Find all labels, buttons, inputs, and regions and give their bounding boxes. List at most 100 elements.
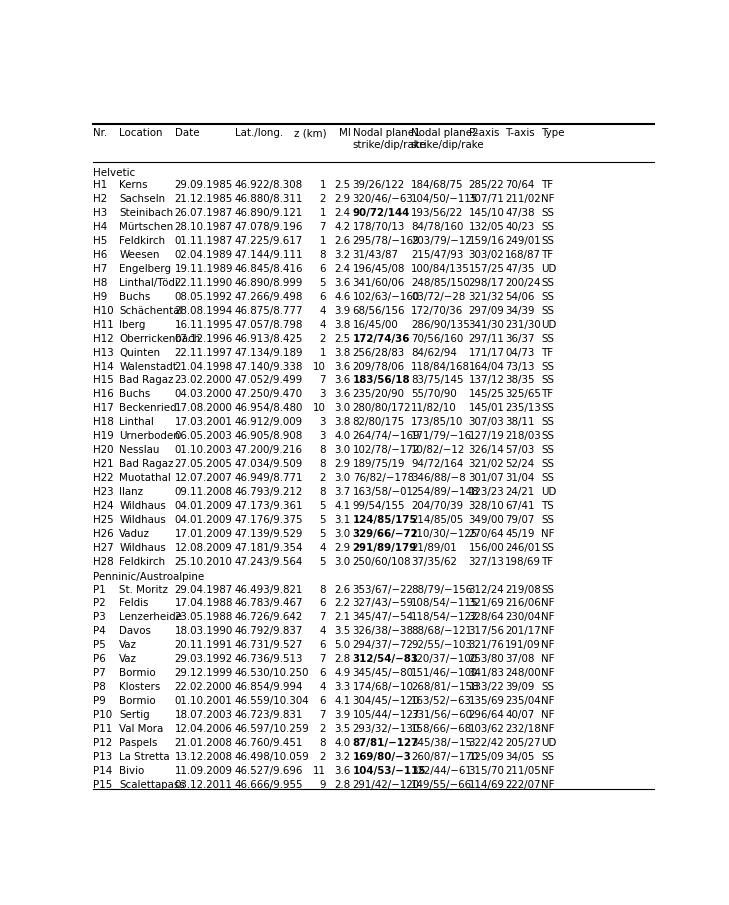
Text: 46.726/9.642: 46.726/9.642 [235, 613, 303, 623]
Text: 3.8: 3.8 [334, 417, 351, 427]
Text: 21.04.1998: 21.04.1998 [175, 362, 233, 372]
Text: 189/75/19: 189/75/19 [353, 459, 405, 469]
Text: 22.11.1997: 22.11.1997 [175, 348, 233, 357]
Text: 12.04.2006: 12.04.2006 [175, 724, 233, 734]
Text: 2.5: 2.5 [335, 334, 351, 344]
Text: 40/23: 40/23 [505, 223, 534, 233]
Text: 102/78/−172: 102/78/−172 [353, 445, 420, 455]
Text: La Stretta: La Stretta [120, 752, 170, 762]
Text: NF: NF [542, 626, 555, 636]
Text: SS: SS [542, 585, 555, 595]
Text: 03/72/−28: 03/72/−28 [411, 292, 465, 302]
Text: 329/66/−72: 329/66/−72 [353, 529, 418, 538]
Text: H13: H13 [93, 348, 114, 357]
Text: 325/65: 325/65 [505, 389, 541, 399]
Text: 46.597/10.259: 46.597/10.259 [235, 724, 309, 734]
Text: 2: 2 [320, 195, 326, 205]
Text: 79/07: 79/07 [505, 515, 534, 525]
Text: 46.723/9.831: 46.723/9.831 [235, 710, 303, 720]
Text: 4: 4 [319, 306, 326, 316]
Text: SS: SS [542, 459, 555, 469]
Text: 235/20/90: 235/20/90 [353, 389, 405, 399]
Text: 345/38/−15: 345/38/−15 [411, 738, 472, 748]
Text: Sachseln: Sachseln [120, 195, 165, 205]
Text: 353/67/−22: 353/67/−22 [353, 585, 413, 595]
Text: Walenstadt: Walenstadt [120, 362, 177, 372]
Text: 172/74/36: 172/74/36 [353, 334, 410, 344]
Text: 286/90/135: 286/90/135 [411, 319, 469, 329]
Text: SS: SS [542, 432, 555, 442]
Text: 3.1: 3.1 [334, 515, 351, 525]
Text: UD: UD [542, 264, 557, 274]
Text: 3: 3 [319, 389, 326, 399]
Text: 304/45/−120: 304/45/−120 [353, 696, 420, 706]
Text: 2.6: 2.6 [335, 585, 351, 595]
Text: 321/76: 321/76 [469, 641, 504, 651]
Text: 84/62/94: 84/62/94 [411, 348, 457, 357]
Text: 137/12: 137/12 [469, 376, 504, 386]
Text: SS: SS [542, 236, 555, 246]
Text: 209/78/06: 209/78/06 [353, 362, 405, 372]
Text: 145/10: 145/10 [469, 208, 504, 218]
Text: P4: P4 [93, 626, 106, 636]
Text: 01.10.2003: 01.10.2003 [175, 445, 233, 455]
Text: 28.08.1994: 28.08.1994 [175, 306, 233, 316]
Text: 270/64: 270/64 [469, 529, 504, 538]
Text: 46.949/8.771: 46.949/8.771 [235, 473, 303, 483]
Text: 7: 7 [319, 654, 326, 664]
Text: Helvetic: Helvetic [93, 167, 136, 177]
Text: 231/30: 231/30 [505, 319, 541, 329]
Text: 6: 6 [319, 641, 326, 651]
Text: 5: 5 [319, 529, 326, 538]
Text: Schächental: Schächental [120, 306, 183, 316]
Text: 2: 2 [320, 724, 326, 734]
Text: Lat./long.: Lat./long. [235, 129, 283, 138]
Text: 211/05: 211/05 [505, 766, 541, 776]
Text: 293/32/−130: 293/32/−130 [353, 724, 420, 734]
Text: 294/37/−72: 294/37/−72 [353, 641, 413, 651]
Text: 260/87/−170: 260/87/−170 [411, 752, 478, 762]
Text: H16: H16 [93, 389, 114, 399]
Text: 203/79/−12: 203/79/−12 [411, 236, 472, 246]
Text: 36/37: 36/37 [505, 334, 535, 344]
Text: 100/84/135: 100/84/135 [411, 264, 469, 274]
Text: 3.0: 3.0 [335, 473, 351, 483]
Text: 17.01.2009: 17.01.2009 [175, 529, 233, 538]
Text: Quinten: Quinten [120, 348, 160, 357]
Text: 8: 8 [319, 459, 326, 469]
Text: 235/13: 235/13 [505, 404, 541, 414]
Text: 204/70/39: 204/70/39 [411, 501, 463, 511]
Text: H2: H2 [93, 195, 107, 205]
Text: 3.6: 3.6 [334, 278, 351, 288]
Text: NF: NF [542, 613, 555, 623]
Text: 158/66/−68: 158/66/−68 [411, 724, 472, 734]
Text: 34/39: 34/39 [505, 306, 535, 316]
Text: 326/14: 326/14 [469, 445, 504, 455]
Text: 39/26/122: 39/26/122 [353, 180, 405, 190]
Text: 264/74/−169: 264/74/−169 [353, 432, 420, 442]
Text: P2: P2 [93, 598, 106, 608]
Text: 103/62: 103/62 [469, 724, 504, 734]
Text: 34/05: 34/05 [505, 752, 534, 762]
Text: 46.559/10.304: 46.559/10.304 [235, 696, 309, 706]
Text: 169/80/−3: 169/80/−3 [353, 752, 412, 762]
Text: 3.0: 3.0 [335, 529, 351, 538]
Text: TF: TF [542, 557, 553, 567]
Text: 157/25: 157/25 [469, 264, 504, 274]
Text: Wildhaus: Wildhaus [120, 543, 166, 553]
Text: 2: 2 [320, 752, 326, 762]
Text: P14: P14 [93, 766, 113, 776]
Text: 25.10.2010: 25.10.2010 [175, 557, 233, 567]
Text: z (km): z (km) [294, 129, 326, 138]
Text: 235/04: 235/04 [505, 696, 541, 706]
Text: TF: TF [542, 180, 553, 190]
Text: 232/18: 232/18 [505, 724, 541, 734]
Text: 2.9: 2.9 [335, 459, 351, 469]
Text: 327/43/−59: 327/43/−59 [353, 598, 414, 608]
Text: 312/54/−83: 312/54/−83 [353, 654, 418, 664]
Text: 171/17: 171/17 [469, 348, 504, 357]
Text: 46.912/9.009: 46.912/9.009 [235, 417, 303, 427]
Text: 5.0: 5.0 [335, 641, 351, 651]
Text: 20.11.1991: 20.11.1991 [175, 641, 233, 651]
Text: 341/83: 341/83 [469, 668, 504, 678]
